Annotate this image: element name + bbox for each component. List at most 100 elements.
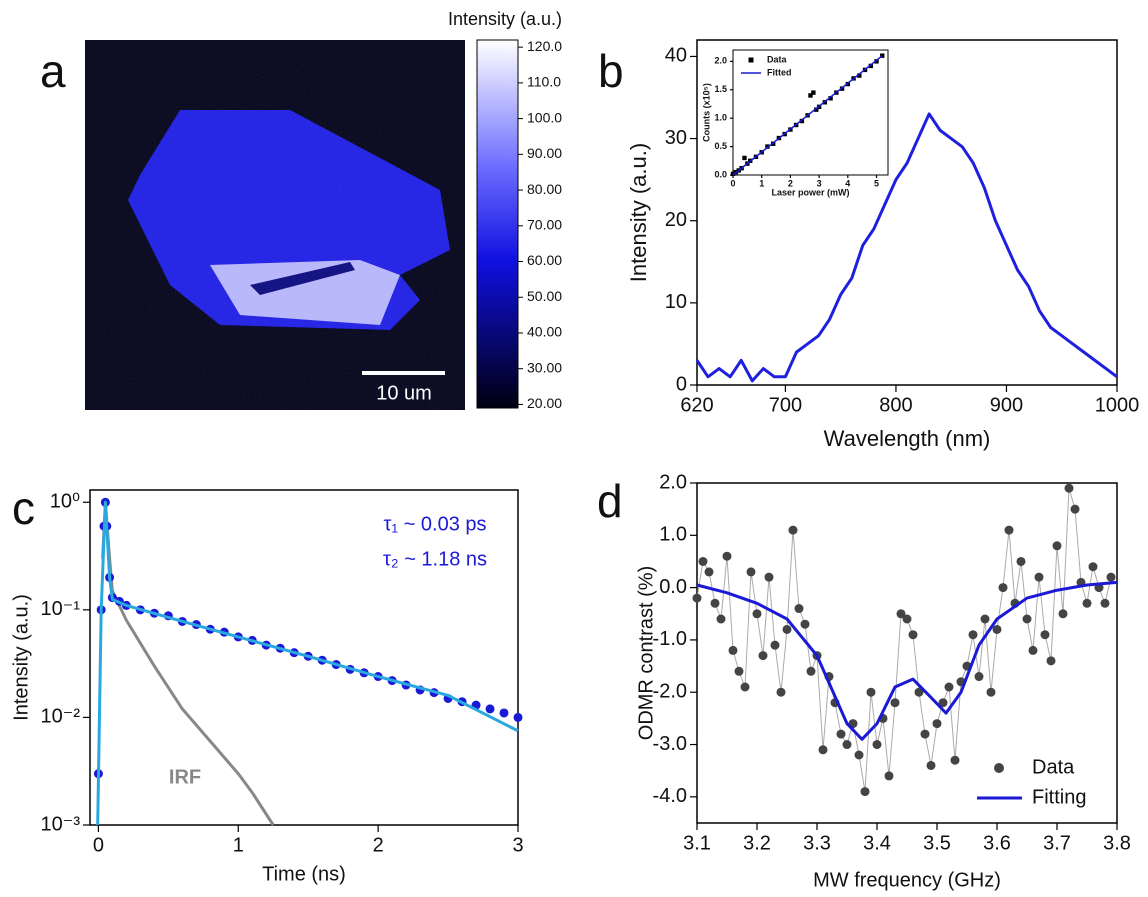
data-point: [758, 651, 768, 661]
annotation: IRF: [169, 766, 201, 788]
data-point: [938, 698, 948, 708]
x-tick-label: 800: [879, 394, 912, 416]
data-point: [884, 771, 894, 781]
data-point: [890, 698, 900, 708]
legend-label: Fitting: [1032, 786, 1086, 808]
x-tick-label: 5: [874, 179, 879, 189]
data-point: [914, 687, 924, 697]
data-point: [692, 593, 702, 603]
data-point: [1028, 645, 1038, 655]
colorbar-tick-label: 60.00: [527, 252, 562, 268]
data-point: [1100, 598, 1110, 608]
chart-panel: 0 1 2 3 4 5 0.0 0.5 1.0 1.5 2.0 Laser power (mW) Cou…: [701, 49, 889, 197]
annotation: τ₁ ~ 0.03 ps: [383, 513, 486, 535]
data-point: [932, 719, 942, 729]
data-point: [896, 609, 906, 619]
y-tick-label: 0.0: [714, 169, 727, 179]
y-tick-label: -3.0: [653, 733, 687, 755]
plot-frame: [696, 482, 1118, 824]
annotation: τ₂ ~ 1.18 ns: [383, 548, 487, 570]
data-point: [926, 760, 936, 770]
data-point: [1082, 598, 1092, 608]
data-point: [716, 614, 726, 624]
y-tick-label: 10⁻²: [41, 706, 81, 728]
data-point: [1040, 630, 1050, 640]
data-point: [854, 750, 864, 760]
data-point: [734, 666, 744, 676]
panel-letter: d: [597, 475, 623, 527]
y-tick-label: 40: [665, 45, 687, 67]
x-tick-label: 620: [680, 394, 713, 416]
data-point: [776, 687, 786, 697]
panel-letter: c: [12, 482, 35, 534]
x-tick-label: 3.3: [803, 832, 831, 854]
data-point: [1106, 572, 1116, 582]
data-point: [860, 787, 870, 797]
data-point: [866, 687, 876, 697]
x-axis-title: MW frequency (GHz): [813, 869, 1001, 891]
data-point: [752, 609, 762, 619]
data-point: [740, 682, 750, 692]
data-point: [808, 93, 813, 98]
y-tick-label: -1.0: [653, 628, 687, 650]
colorbar-tick-label: 70.00: [527, 216, 562, 232]
y-tick-label: 10⁻¹: [41, 598, 81, 620]
x-tick-label: 2: [788, 179, 793, 189]
x-tick-label: 0: [93, 834, 104, 856]
data-point: [764, 572, 774, 582]
legend-label: Data: [1032, 756, 1075, 778]
y-tick-label: 0.0: [659, 576, 687, 598]
x-tick-label: 2: [373, 834, 384, 856]
data-point: [806, 666, 816, 676]
data-point: [782, 624, 792, 634]
data-point: [986, 687, 996, 697]
series-line: [732, 55, 883, 176]
colorbar-tick-label: 100.0: [527, 109, 562, 125]
x-tick-label: 3.2: [743, 832, 771, 854]
series-line: [696, 580, 1118, 741]
y-tick-label: 10⁰: [50, 491, 80, 513]
x-tick-label: 3.5: [923, 832, 951, 854]
data-point: [828, 96, 833, 101]
x-axis-title: Laser power (mW): [771, 187, 849, 197]
data-point: [730, 171, 736, 177]
data-point: [842, 740, 852, 750]
legend-marker: [748, 57, 754, 63]
colorbar-tick-label: 20.00: [527, 395, 562, 411]
data-point: [1070, 504, 1080, 514]
colorbar-tick-label: 110.0: [527, 74, 561, 90]
data-point: [1088, 562, 1098, 572]
data-point: [485, 704, 495, 714]
y-tick-label: 1.5: [714, 84, 727, 94]
series-line: [96, 500, 519, 826]
data-point: [1052, 541, 1062, 551]
data-point: [974, 672, 984, 682]
colorbar-title: Intensity (a.u.): [448, 9, 562, 29]
y-tick-label: 0.5: [714, 141, 727, 151]
data-point: [944, 682, 954, 692]
panel-letter: a: [40, 45, 66, 97]
y-axis-title: ODMR contrast (%): [635, 566, 657, 740]
x-tick-label: 3.1: [683, 832, 711, 854]
legend-marker: [994, 763, 1004, 773]
colorbar-tick-label: 50.00: [527, 288, 562, 304]
data-point: [998, 583, 1008, 593]
x-axis-title: Wavelength (nm): [824, 426, 991, 451]
data-point: [513, 712, 523, 722]
data-point: [814, 107, 819, 112]
panel-letter: b: [598, 45, 624, 97]
data-point: [818, 745, 828, 755]
data-point: [920, 729, 930, 739]
colorbar: [476, 39, 519, 409]
x-tick-label: 3.8: [1103, 832, 1131, 854]
scale-bar-label: 10 um: [376, 382, 432, 404]
colorbar-tick-label: 30.00: [527, 359, 562, 375]
chart-panel: 3.1 3.2 3.3 3.4 3.5 3.6 3.7 3.8 2.0 1.0 0.0 -1.0 -2.…: [635, 471, 1131, 891]
y-axis-title: Intensity (a.u.): [626, 143, 651, 282]
panel-a-image: [85, 39, 519, 410]
x-tick-label: 900: [990, 394, 1023, 416]
data-point: [868, 63, 873, 69]
data-point: [980, 614, 990, 624]
data-point: [728, 645, 738, 655]
